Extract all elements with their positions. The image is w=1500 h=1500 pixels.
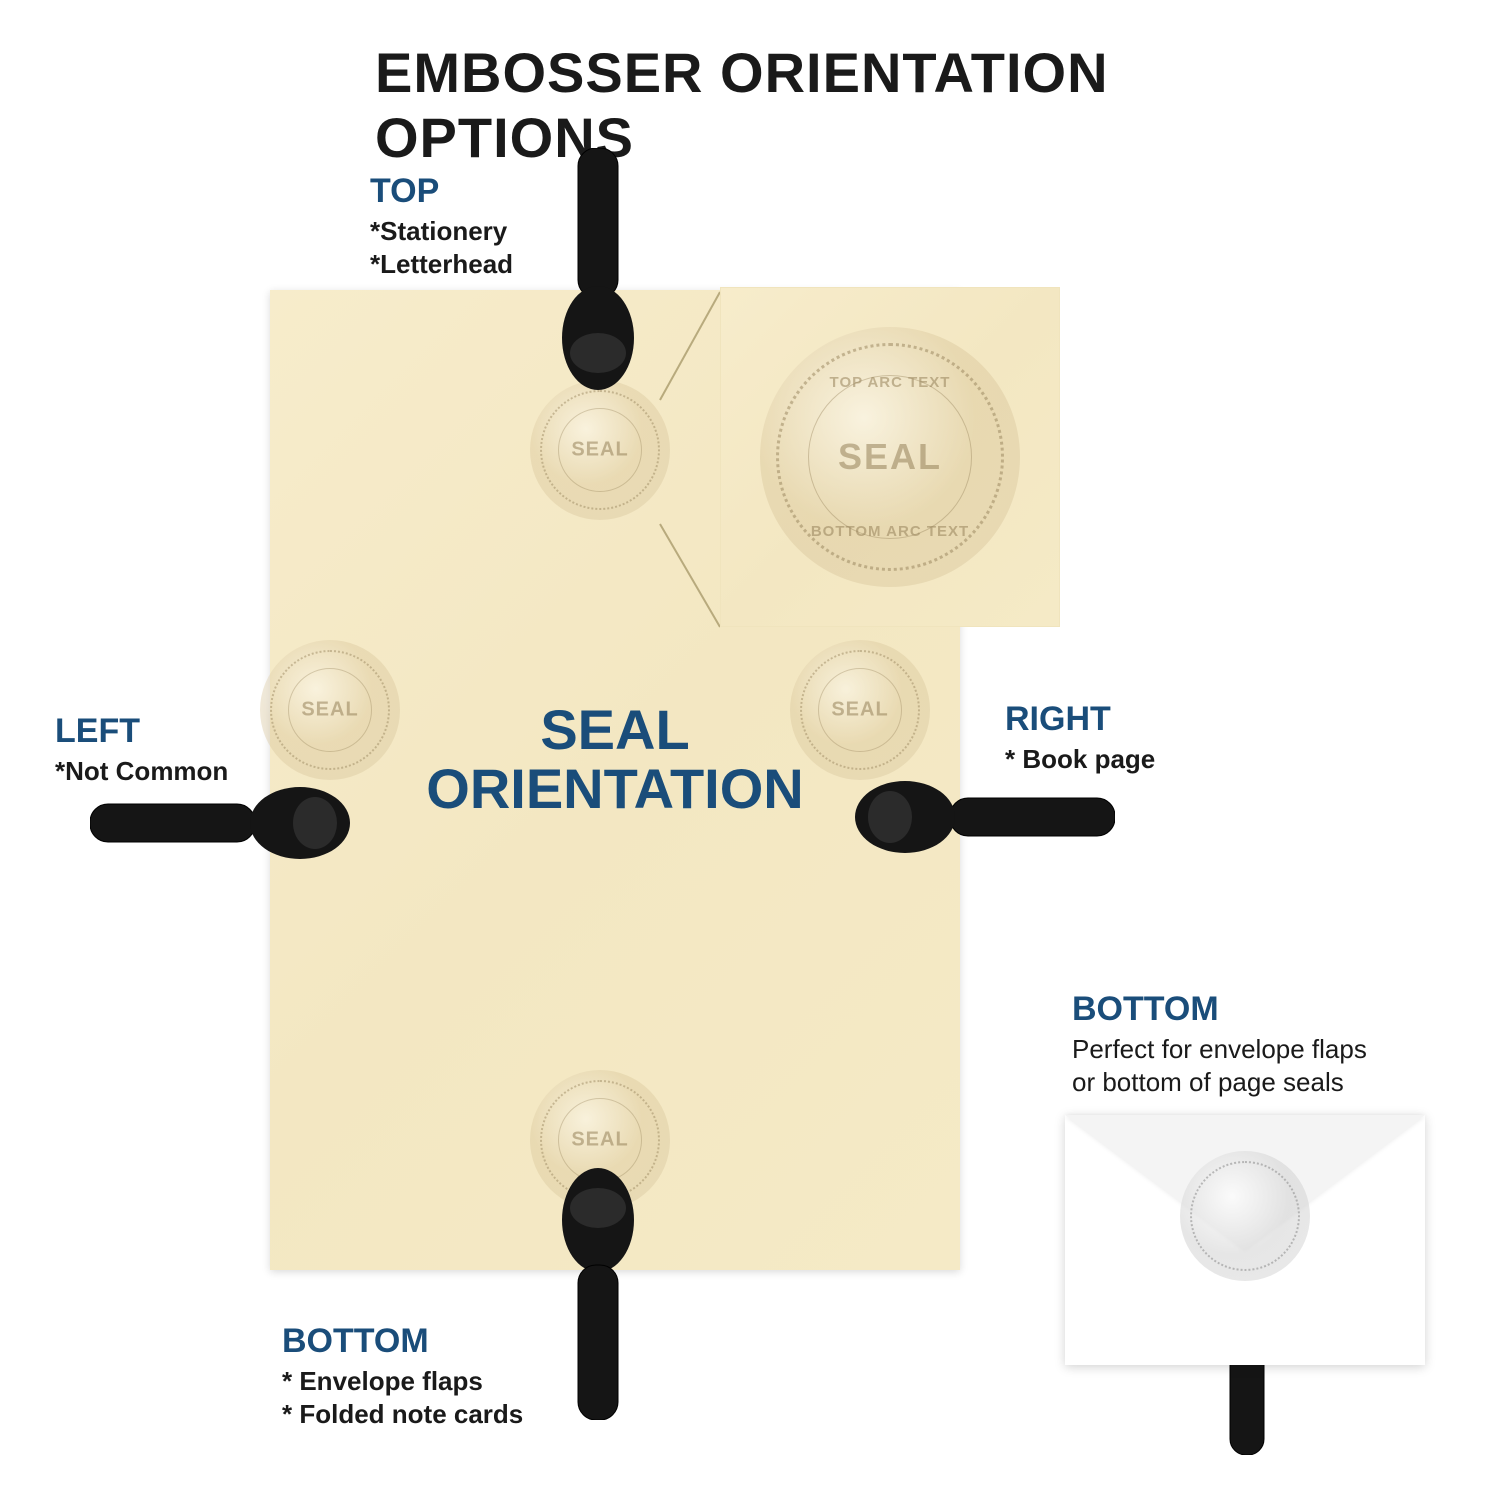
- seal-impression-left: SEAL: [260, 640, 400, 780]
- seal-impression-bottom: SEAL: [530, 1070, 670, 1210]
- label-bottom-right: BOTTOM Perfect for envelope flaps or bot…: [1072, 990, 1367, 1100]
- zoom-detail: SEAL TOP ARC TEXT BOTTOM ARC TEXT: [720, 287, 1060, 627]
- seal-impression-right: SEAL: [790, 640, 930, 780]
- label-bottom: BOTTOM * Envelope flaps * Folded note ca…: [282, 1322, 523, 1432]
- seal-impression-top: SEAL: [530, 380, 670, 520]
- label-left: LEFT *Not Common: [55, 712, 228, 788]
- page-title: EMBOSSER ORIENTATION OPTIONS: [375, 40, 1125, 170]
- label-right: RIGHT * Book page: [1005, 700, 1155, 776]
- envelope-illustration: [1065, 1115, 1425, 1365]
- label-top: TOP *Stationery *Letterhead: [370, 172, 513, 282]
- center-label: SEAL ORIENTATION: [426, 702, 803, 820]
